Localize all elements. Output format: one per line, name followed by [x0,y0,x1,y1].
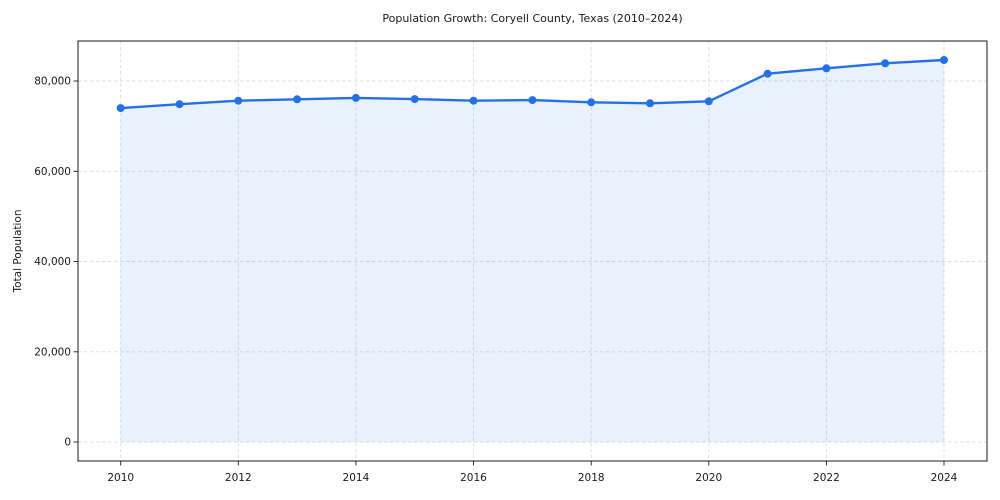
area-fill [120,60,944,442]
data-point-2020 [704,97,713,106]
data-point-2012 [234,96,243,105]
x-tick-label: 2016 [460,472,487,484]
chart-title: Population Growth: Coryell County, Texas… [382,12,682,25]
data-point-2017 [528,96,537,105]
x-tick-label: 2018 [578,472,605,484]
y-tick-label: 0 [64,437,71,449]
data-point-2014 [351,93,360,102]
data-point-2013 [293,95,302,104]
data-point-2018 [587,98,596,107]
data-point-2011 [175,100,184,109]
data-point-2016 [469,96,478,105]
x-tick-label: 2024 [931,472,958,484]
y-tick-label: 60,000 [34,166,71,178]
plot-border [77,40,988,462]
y-axis-label: Total Population [12,209,24,293]
data-point-2019 [646,99,654,108]
data-point-2024 [940,56,948,64]
y-tick-label: 20,000 [34,346,71,358]
x-tick-label: 2014 [343,472,370,484]
x-tick-label: 2020 [695,472,722,484]
data-point-2015 [410,95,419,104]
y-tick-label: 40,000 [34,256,71,268]
plot-area: 2010 2012 2014 2016 2018 2020 2022 2024 0 20,000 4… [34,40,988,484]
data-point-2010 [116,104,125,113]
data-point-2021 [763,69,772,78]
x-tick-label: 2022 [813,472,840,484]
data-point-2023 [881,59,890,68]
x-tick-label: 2010 [107,472,134,484]
y-tick-label: 80,000 [34,76,71,88]
data-point-2022 [822,64,831,73]
x-tick-label: 2012 [225,472,252,484]
